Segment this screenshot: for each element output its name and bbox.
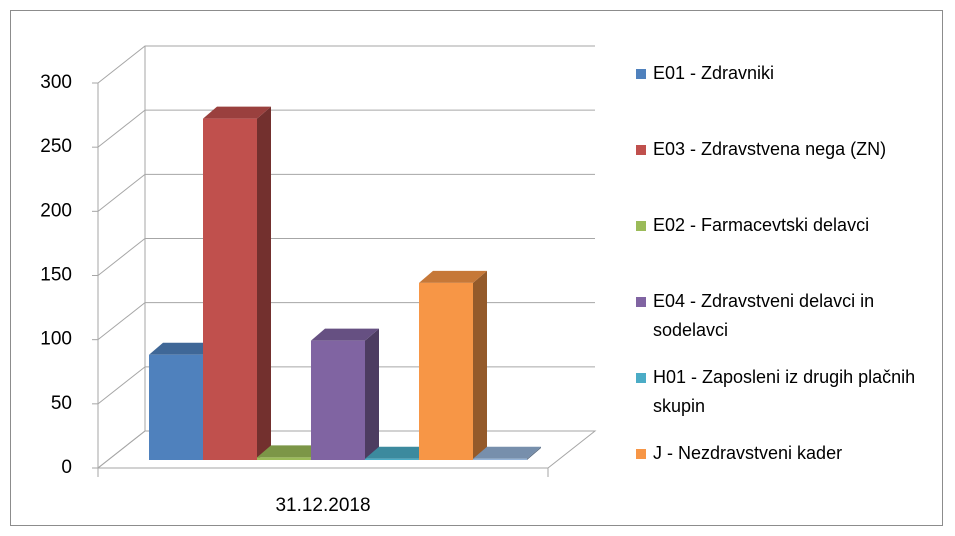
legend-label: E02 - Farmacevtski delavci — [653, 215, 870, 235]
bar — [203, 118, 257, 460]
bar-top — [311, 328, 379, 341]
bar — [365, 458, 419, 460]
bar-side — [257, 106, 271, 460]
y-tick-label: 300 — [40, 72, 72, 93]
grid-line — [97, 45, 595, 84]
bar — [257, 457, 311, 460]
legend-item: E02 - Farmacevtski delavci — [636, 211, 936, 240]
legend-item: E03 - Zdravstvena nega (ZN) — [636, 135, 936, 164]
y-tick-label: 150 — [40, 265, 72, 286]
grid-line — [97, 238, 595, 276]
legend-label: J - Nezdravstveni kader — [653, 443, 843, 463]
bar-top — [257, 445, 325, 458]
legend-item: H01 - Zaposleni iz drugih plačnih skupin — [636, 363, 936, 421]
grid-line — [97, 173, 595, 212]
bar-top — [419, 270, 487, 283]
bar-top — [473, 446, 541, 459]
legend-label: E03 - Zdravstvena nega (ZN) — [653, 139, 887, 159]
y-tick-label: 100 — [40, 329, 72, 350]
legend-item: E04 - Zdravstveni delavci in sodelavci — [636, 287, 936, 345]
y-tick-label: 0 — [61, 457, 72, 478]
bar — [149, 354, 203, 460]
legend-label: E04 - Zdravstveni delavci in sodelavci — [653, 291, 875, 340]
bar — [419, 282, 473, 460]
bar — [311, 340, 365, 460]
legend-swatch — [636, 69, 646, 79]
x-tick-label: 31.12.2018 — [275, 495, 370, 516]
legend-swatch — [636, 145, 646, 155]
legend-item: E01 - Zdravniki — [636, 59, 936, 88]
bar-side — [473, 270, 487, 460]
legend-swatch — [636, 221, 646, 231]
y-tick-label: 50 — [51, 393, 72, 414]
legend-swatch — [636, 297, 646, 307]
legend-item: J - Nezdravstveni kader — [636, 439, 936, 468]
y-tick-label: 200 — [40, 200, 72, 221]
bar-side — [527, 446, 541, 460]
grid-line — [97, 109, 595, 148]
bar-top — [365, 446, 433, 459]
legend-label: H01 - Zaposleni iz drugih plačnih skupin — [653, 367, 916, 416]
legend-swatch — [636, 449, 646, 459]
bar-top — [149, 342, 217, 355]
bar-side — [365, 328, 379, 460]
legend-swatch — [636, 373, 646, 383]
y-tick-label: 250 — [40, 136, 72, 157]
bar-top — [203, 106, 271, 119]
legend-label: E01 - Zdravniki — [653, 63, 775, 83]
bar — [473, 458, 527, 460]
